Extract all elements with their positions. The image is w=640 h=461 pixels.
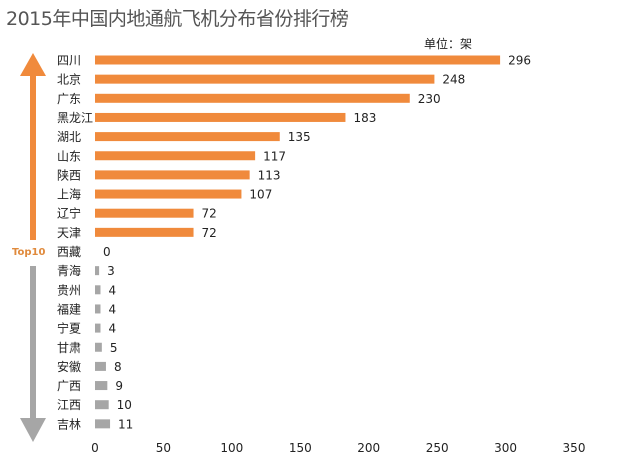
category-label: 天津 (57, 226, 81, 240)
value-label: 135 (288, 130, 311, 144)
x-tick-label: 350 (563, 441, 586, 455)
value-label: 9 (115, 379, 123, 393)
category-label: 贵州 (57, 283, 81, 297)
bar-青海 (95, 266, 100, 276)
bar-北京 (95, 74, 435, 84)
unit-label: 单位：架 (424, 37, 473, 51)
category-label: 甘肃 (57, 341, 81, 355)
bar-山东 (95, 151, 256, 161)
x-tick-label: 200 (357, 441, 380, 455)
x-tick-label: 150 (289, 441, 312, 455)
category-label: 山东 (57, 149, 81, 163)
category-label: 上海 (57, 187, 81, 202)
bar-宁夏 (95, 323, 101, 333)
x-tick-label: 100 (220, 441, 243, 455)
value-label: 113 (258, 168, 281, 182)
category-label: 辽宁 (57, 206, 81, 221)
x-tick-label: 50 (156, 441, 171, 455)
value-label: 11 (118, 417, 133, 431)
category-label: 安徽 (57, 359, 81, 374)
bar-贵州 (95, 285, 101, 295)
down-arrow-head (20, 418, 46, 442)
bar-广西 (95, 381, 108, 391)
value-label: 5 (110, 341, 118, 355)
chart-title: 2015年中国内地通航飞机分布省份排行榜 (6, 8, 349, 30)
bar-黑龙江 (95, 112, 346, 122)
value-label: 230 (418, 92, 441, 106)
value-label: 117 (263, 149, 286, 163)
bars (95, 55, 501, 429)
value-label: 8 (114, 360, 122, 374)
bar-安徽 (95, 361, 106, 371)
category-label: 广东 (57, 92, 81, 106)
rank-arrows: Top10 (12, 53, 46, 442)
top10-label: Top10 (12, 247, 45, 258)
bar-甘肃 (95, 342, 102, 352)
value-label: 3 (107, 264, 115, 278)
bar-福建 (95, 304, 101, 314)
value-label: 107 (249, 188, 272, 202)
category-label: 四川 (57, 54, 81, 68)
bar-上海 (95, 189, 242, 199)
up-arrow-head (20, 53, 46, 76)
category-labels: 四川北京广东黑龙江湖北山东陕西上海辽宁天津西藏青海贵州福建宁夏甘肃安徽广西江西吉… (57, 54, 93, 432)
x-tick-label: 300 (494, 441, 517, 455)
category-label: 黑龙江 (57, 111, 93, 125)
bar-陕西 (95, 170, 250, 180)
value-label: 4 (108, 322, 116, 336)
value-label: 4 (108, 302, 116, 316)
category-label: 吉林 (57, 417, 81, 431)
bar-江西 (95, 400, 109, 410)
bar-吉林 (95, 419, 111, 429)
category-label: 青海 (57, 263, 81, 278)
x-axis-ticks: 0 50 100 150 200 250 300 350 (91, 441, 585, 455)
category-label: 西藏 (57, 245, 81, 259)
value-label: 72 (202, 207, 217, 221)
category-label: 江西 (57, 398, 81, 412)
x-tick-label: 0 (91, 441, 99, 455)
bar-四川 (95, 55, 501, 65)
bar-湖北 (95, 132, 280, 142)
category-label: 广西 (57, 379, 81, 393)
bar-天津 (95, 227, 194, 237)
category-label: 陕西 (57, 167, 81, 182)
category-label: 福建 (57, 301, 81, 316)
bar-广东 (95, 93, 410, 103)
value-label: 183 (353, 111, 376, 125)
category-label: 宁夏 (57, 321, 81, 336)
value-label: 4 (108, 283, 116, 297)
value-label: 248 (442, 73, 465, 87)
value-label: 10 (117, 398, 132, 412)
bar-辽宁 (95, 208, 194, 218)
value-label: 72 (202, 226, 217, 240)
value-label: 0 (103, 245, 111, 259)
category-label: 湖北 (57, 129, 81, 144)
x-tick-label: 250 (426, 441, 449, 455)
value-label: 296 (508, 54, 531, 68)
category-label: 北京 (57, 73, 81, 87)
